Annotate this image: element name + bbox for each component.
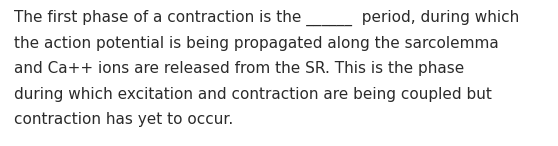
Text: The first phase of a contraction is the ______  period, during which: The first phase of a contraction is the … [14,10,519,26]
Text: and Ca++ ions are released from the SR. This is the phase: and Ca++ ions are released from the SR. … [14,61,464,76]
Text: during which excitation and contraction are being coupled but: during which excitation and contraction … [14,87,492,102]
Text: the action potential is being propagated along the sarcolemma: the action potential is being propagated… [14,36,499,51]
Text: contraction has yet to occur.: contraction has yet to occur. [14,112,233,127]
